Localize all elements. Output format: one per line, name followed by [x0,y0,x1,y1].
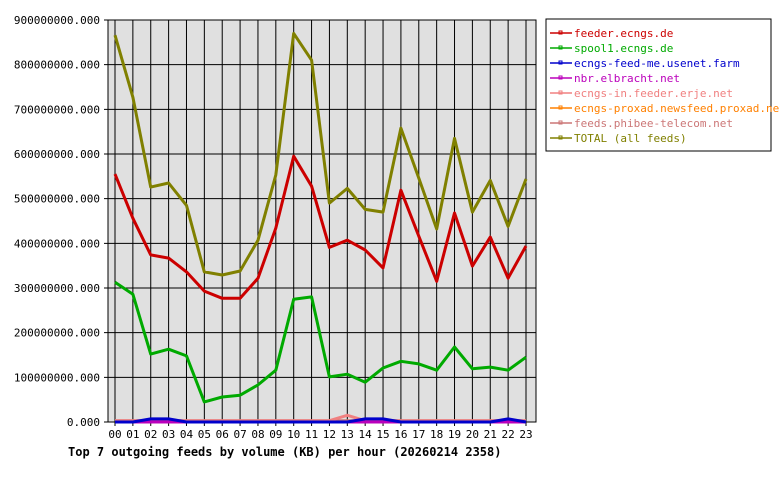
x-tick-label: 17 [412,428,425,441]
x-tick-label: 20 [466,428,479,441]
x-tick-label: 01 [126,428,139,441]
x-tick-label: 11 [305,428,318,441]
legend-label: feeds.phibee-telecom.net [574,117,733,130]
legend-item: spool1.ecngs.de [550,42,673,55]
x-tick-label: 04 [180,428,194,441]
legend-label: ecngs-proxad.newsfeed.proxad.net [574,102,780,115]
legend-marker [558,90,563,95]
legend-label: ecngs-in.feeder.erje.net [574,87,733,100]
y-tick-label: 700000000.000 [14,103,100,116]
x-tick-label: 08 [251,428,264,441]
series-line-7 [113,31,528,277]
x-tick-label: 07 [233,428,246,441]
legend-label: ecngs-feed-me.usenet.farm [574,57,740,70]
x-tick-label: 21 [484,428,497,441]
legend-label: TOTAL (all feeds) [574,132,687,145]
legend-item: TOTAL (all feeds) [550,132,687,145]
x-tick-label: 05 [198,428,211,441]
x-tick-label: 22 [502,428,515,441]
y-tick-label: 900000000.000 [14,14,100,27]
y-tick-label: 400000000.000 [14,237,100,250]
legend-item: ecngs-proxad.newsfeed.proxad.net [550,102,780,115]
x-tick-label: 12 [323,428,336,441]
legend-marker [558,30,563,35]
legend-item: nbr.elbracht.net [550,72,680,85]
x-tick-label: 19 [448,428,461,441]
x-tick-label: 06 [216,428,229,441]
legend-item: ecngs-feed-me.usenet.farm [550,57,740,70]
legend-marker [558,135,563,140]
x-tick-label: 16 [394,428,407,441]
x-tick-label: 18 [430,428,443,441]
x-tick-label: 09 [269,428,282,441]
series-line-1 [114,280,527,404]
x-tick-label: 13 [341,428,354,441]
x-tick-label: 02 [144,428,157,441]
chart-title: Top 7 outgoing feeds by volume (KB) per … [68,445,501,459]
legend-marker [558,60,563,65]
y-tick-label: 100000000.000 [14,371,100,384]
legend-label: nbr.elbracht.net [574,72,680,85]
x-tick-label: 10 [287,428,300,441]
legend-marker [558,105,563,110]
y-tick-label: 200000000.000 [14,327,100,340]
y-tick-label: 300000000.000 [14,282,100,295]
y-tick-label: 600000000.000 [14,148,100,161]
legend-box [545,18,772,152]
legend-item: feeds.phibee-telecom.net [550,117,733,130]
legend-label: spool1.ecngs.de [574,42,673,55]
y-tick-label: 800000000.000 [14,59,100,72]
x-tick-label: 03 [162,428,175,441]
legend-marker [558,120,563,125]
series-line-0 [113,154,528,300]
x-tick-label: 23 [519,428,532,441]
legend-item: ecngs-in.feeder.erje.net [550,87,733,100]
series-lines [113,31,528,424]
legend-marker [558,75,563,80]
y-tick-label: 0.000 [67,416,100,429]
legend-marker [558,45,563,50]
tick-labels: 00 01 02 03 04 05 06 07 08 09 10 11 12 13 14 15 16 17 18 19… [14,14,533,441]
legend: feeder.ecngs.de spool1.ecngs.de ecngs-feed… [545,18,780,152]
x-tick-label: 14 [359,428,373,441]
x-tick-label: 15 [376,428,389,441]
y-tick-label: 500000000.000 [14,193,100,206]
legend-item: feeder.ecngs.de [550,27,673,40]
x-tick-label: 00 [108,428,121,441]
legend-label: feeder.ecngs.de [574,27,673,40]
series-line-2 [115,417,527,424]
